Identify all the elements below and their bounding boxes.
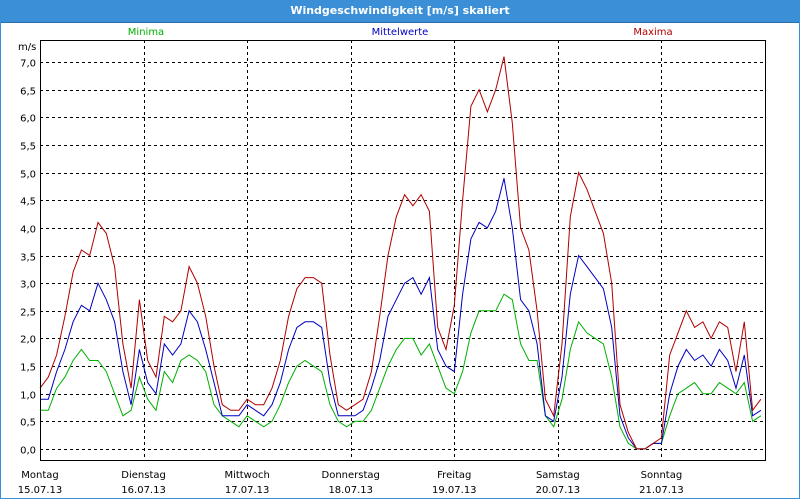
- y-tick-label: 2,5: [20, 308, 36, 319]
- y-tick-label: 7,0: [20, 59, 36, 70]
- y-tick-label: 6,0: [20, 114, 36, 125]
- y-tick-label: 5,0: [20, 170, 36, 181]
- legend-minima: Minima: [128, 27, 164, 38]
- legend-mittelwerte: Mittelwerte: [372, 27, 429, 38]
- y-tick-label: 3,5: [20, 253, 36, 264]
- day-weekday-label: Donnerstag: [322, 470, 380, 481]
- y-tick-label: 1,5: [20, 363, 36, 374]
- minima-line: [40, 293, 762, 450]
- day-date-label: 21.07.13: [639, 485, 684, 496]
- day-date-label: 19.07.13: [432, 485, 477, 496]
- day-weekday-label: Samstag: [536, 470, 580, 481]
- y-tick-label: 2,0: [20, 335, 36, 346]
- y-tick-label: 1,0: [20, 391, 36, 402]
- window-titlebar: Windgeschwindigkeit [m/s] skaliert: [0, 0, 800, 23]
- day-date-label: 18.07.13: [328, 485, 373, 496]
- y-tick-label: 0,0: [20, 446, 36, 457]
- y-tick-label: 4,0: [20, 225, 36, 236]
- day-weekday-label: Freitag: [437, 470, 471, 481]
- y-tick-label: 4,5: [20, 197, 36, 208]
- series-layer: [39, 56, 762, 450]
- legend-maxima: Maxima: [633, 27, 672, 38]
- grid-layer: [40, 40, 765, 460]
- day-date-label: 17.07.13: [225, 485, 270, 496]
- day-weekday-label: Montag: [21, 470, 58, 481]
- y-tick-label: 0,5: [20, 418, 36, 429]
- day-weekday-label: Dienstag: [121, 470, 166, 481]
- day-date-label: 15.07.13: [18, 485, 63, 496]
- window-title: Windgeschwindigkeit [m/s] skaliert: [290, 4, 510, 17]
- day-date-label: 16.07.13: [121, 485, 166, 496]
- y-axis-unit-label: m/s: [18, 42, 36, 53]
- day-date-label: 20.07.13: [536, 485, 581, 496]
- y-tick-label: 5,5: [20, 142, 36, 153]
- day-weekday-label: Sonntag: [641, 470, 683, 481]
- y-tick-label: 6,5: [20, 87, 36, 98]
- mittelwerte-line: [40, 178, 762, 450]
- y-tick-label: 3,0: [20, 280, 36, 291]
- tick-layer: 0,0 0,5 1,0 1,5 2,0 2,5 3,0 3,5 4,0 4,5 5,0 5,5 6,0 6…: [18, 59, 684, 497]
- maxima-line: [39, 56, 762, 450]
- day-weekday-label: Mittwoch: [224, 470, 269, 481]
- plot-area-border: [40, 40, 766, 461]
